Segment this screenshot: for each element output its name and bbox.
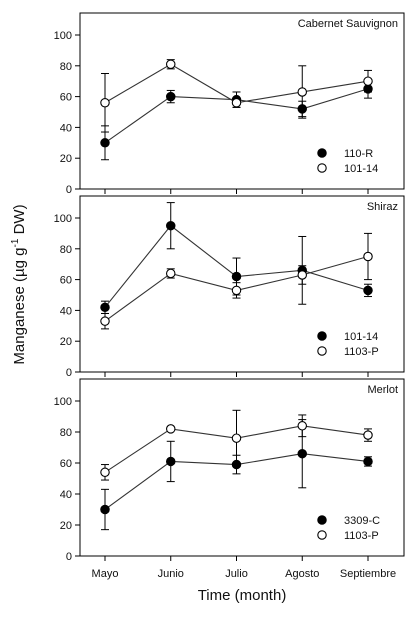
y-axis-title: Manganese (µg g-1 DW): [10, 204, 28, 364]
y-tick-label: 0: [66, 551, 72, 563]
legend-label: 1103-P: [344, 346, 379, 358]
data-point: [100, 98, 110, 108]
panel-title: Cabernet Sauvignon: [298, 18, 398, 30]
data-point: [100, 467, 110, 478]
panel: 0 20 40 60 80 100 Shiraz 101-14 1103-P: [54, 195, 405, 379]
data-point: [231, 285, 242, 296]
data-point: [100, 138, 110, 148]
y-tick-label: 0: [66, 184, 72, 196]
legend-marker: [317, 346, 327, 356]
y-tick-label: 20: [60, 153, 72, 165]
data-point: [166, 91, 176, 102]
panel: 0 20 40 60 80 100 Cabernet Sauvignon 110-R 101-1…: [54, 12, 405, 196]
data-point: [297, 87, 307, 97]
data-point: [100, 504, 110, 515]
data-point: [363, 430, 373, 440]
legend-marker: [317, 163, 327, 173]
legend: 101-14 1103-P: [317, 331, 379, 358]
legend: 3309-C 1103-P: [317, 515, 380, 542]
legend-label: 101-14: [344, 163, 378, 175]
y-tick-label: 80: [60, 61, 72, 73]
legend-marker: [317, 148, 327, 158]
data-point: [231, 271, 242, 282]
y-tick-label: 100: [54, 396, 72, 408]
x-tick-label: Junio: [158, 568, 184, 580]
data-point: [297, 270, 307, 280]
data-point: [297, 448, 307, 459]
y-tick-label: 40: [60, 122, 72, 134]
x-tick-label: Julio: [225, 568, 248, 580]
x-tick-label: Septiembre: [340, 568, 396, 580]
series: [100, 232, 373, 330]
y-tick-label: 60: [60, 275, 72, 287]
x-tick-labels: Mayo Junio Julio Agosto Septiembre: [92, 568, 397, 580]
y-axis-title-unit: DW): [11, 204, 28, 238]
y-tick-label: 60: [60, 92, 72, 104]
data-point: [166, 424, 176, 434]
legend-marker: [317, 331, 327, 341]
panel-frame: [79, 378, 405, 557]
series: [100, 202, 373, 314]
y-axis-title-main: Manganese (µg g: [11, 248, 28, 365]
x-axis-title: Time (month): [198, 587, 287, 604]
y-tick-label: 80: [60, 244, 72, 256]
y-tick-label: 0: [66, 367, 72, 379]
y-tick-label: 20: [60, 520, 72, 532]
y-tick-label: 60: [60, 458, 72, 470]
y-tick-label: 100: [54, 30, 72, 42]
series: [100, 79, 373, 161]
data-point: [363, 76, 373, 86]
data-point: [100, 316, 110, 326]
legend-marker: [317, 530, 327, 540]
data-point: [297, 421, 307, 431]
legend-label: 110-R: [344, 148, 373, 160]
y-tick-label: 40: [60, 489, 72, 501]
panel-title: Shiraz: [367, 201, 398, 213]
data-point: [231, 433, 242, 443]
y-tick-label: 20: [60, 336, 72, 348]
panel-frame: [79, 195, 405, 373]
data-point: [231, 98, 242, 108]
y-tick-label: 80: [60, 427, 72, 439]
data-point: [363, 285, 373, 296]
data-point: [363, 456, 373, 467]
series: [100, 409, 373, 481]
panel: 0 20 40 60 80 100 Merlot 3309-C 1103-P: [54, 378, 405, 563]
y-tick-label: 40: [60, 305, 72, 317]
y-axis-title-superscript: -1: [10, 238, 21, 247]
y-tick-label: 100: [54, 213, 72, 225]
series: [100, 59, 373, 133]
x-tick-label: Agosto: [285, 568, 319, 580]
data-point: [166, 59, 176, 70]
legend-marker: [317, 515, 327, 525]
data-point: [166, 268, 176, 279]
data-point: [166, 220, 176, 231]
legend-label: 1103-P: [344, 530, 379, 542]
data-point: [363, 251, 373, 262]
legend: 110-R 101-14: [317, 148, 378, 175]
chart-panels: 0 20 40 60 80 100 Cabernet Sauvignon 110-R 101-1…: [54, 12, 405, 563]
x-tick-label: Mayo: [92, 568, 119, 580]
panel-title: Merlot: [367, 384, 398, 396]
data-point: [166, 456, 176, 467]
data-point: [100, 302, 110, 313]
legend-label: 101-14: [344, 331, 378, 343]
legend-label: 3309-C: [344, 515, 380, 527]
panel-frame: [79, 12, 405, 190]
